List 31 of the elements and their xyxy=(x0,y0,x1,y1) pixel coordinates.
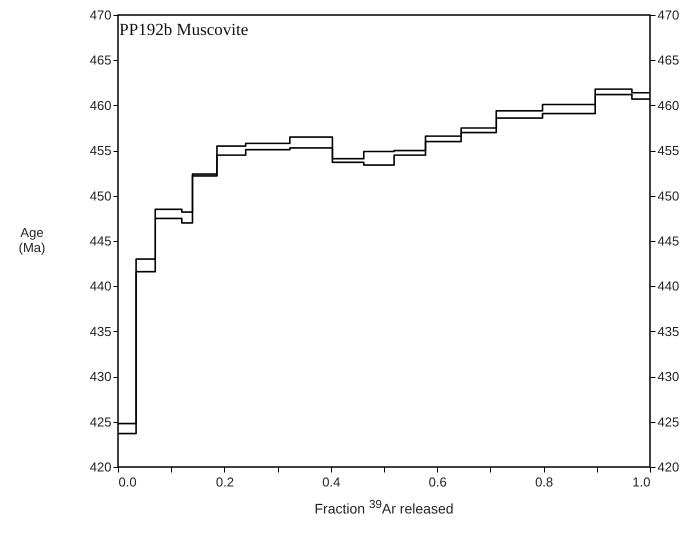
x-tick-label: 1.0 xyxy=(632,474,650,490)
x-tick-label: 0.0 xyxy=(118,474,137,490)
x-tick-label: 0.8 xyxy=(535,474,554,490)
y-tick-label: 435 xyxy=(90,324,112,339)
x-tick-label: 0.6 xyxy=(428,474,447,490)
y-tick-label: 420 xyxy=(90,460,112,474)
y-tick-label: 440 xyxy=(90,278,112,294)
y-tick-label: 450 xyxy=(90,188,112,204)
chart-title: PP192b Muscovite xyxy=(119,20,248,39)
x-axis-title: Fraction $^{39}$Ar released xyxy=(313,498,455,517)
y2-tick-label: 420 xyxy=(658,460,680,474)
y2-tick-label: 430 xyxy=(658,369,680,384)
y-tick-label: 445 xyxy=(90,234,112,248)
x-tick-label: 0.4 xyxy=(322,474,340,490)
y2-tick-label: 470 xyxy=(658,8,680,22)
y-tick-label: 425 xyxy=(90,414,112,430)
y2-tick-label: 460 xyxy=(658,98,680,113)
y-tick-label: 470 xyxy=(90,8,112,22)
y2-tick-label: 455 xyxy=(658,143,680,158)
y2-tick-label: 445 xyxy=(658,234,680,248)
y2-tick-label: 440 xyxy=(658,278,680,294)
y2-tick-label: 465 xyxy=(658,52,680,68)
y-tick-label: 465 xyxy=(90,52,112,68)
y-tick-label: 455 xyxy=(90,143,112,158)
x-tick-label: 0.2 xyxy=(216,474,234,490)
y2-tick-label: 435 xyxy=(658,324,680,339)
y-axis-title: Age (Ma) xyxy=(18,225,46,255)
y2-tick-label: 450 xyxy=(658,188,680,204)
y-tick-label: 460 xyxy=(90,98,112,113)
y-tick-label: 430 xyxy=(90,369,112,384)
y2-tick-label: 425 xyxy=(658,414,680,430)
